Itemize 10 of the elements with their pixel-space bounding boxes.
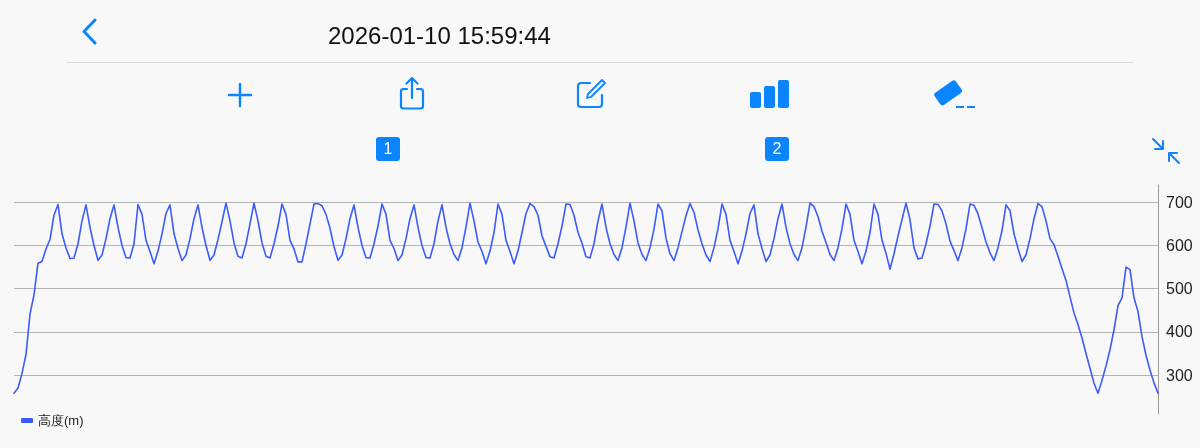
- text: 2: [765, 137, 789, 161]
- y-tick-label: 600: [1166, 236, 1193, 254]
- legend-label: 高度(m): [38, 413, 84, 428]
- y-tick-label: 400: [1166, 323, 1193, 341]
- y-tick-label: 500: [1166, 280, 1193, 298]
- line-series: [13, 202, 1159, 395]
- chart-title: 2026-01-10 15:59:44: [328, 21, 551, 49]
- y-tick-label: 300: [1166, 366, 1193, 384]
- y-tick-label: 700: [1166, 193, 1193, 211]
- text: 1: [376, 137, 400, 161]
